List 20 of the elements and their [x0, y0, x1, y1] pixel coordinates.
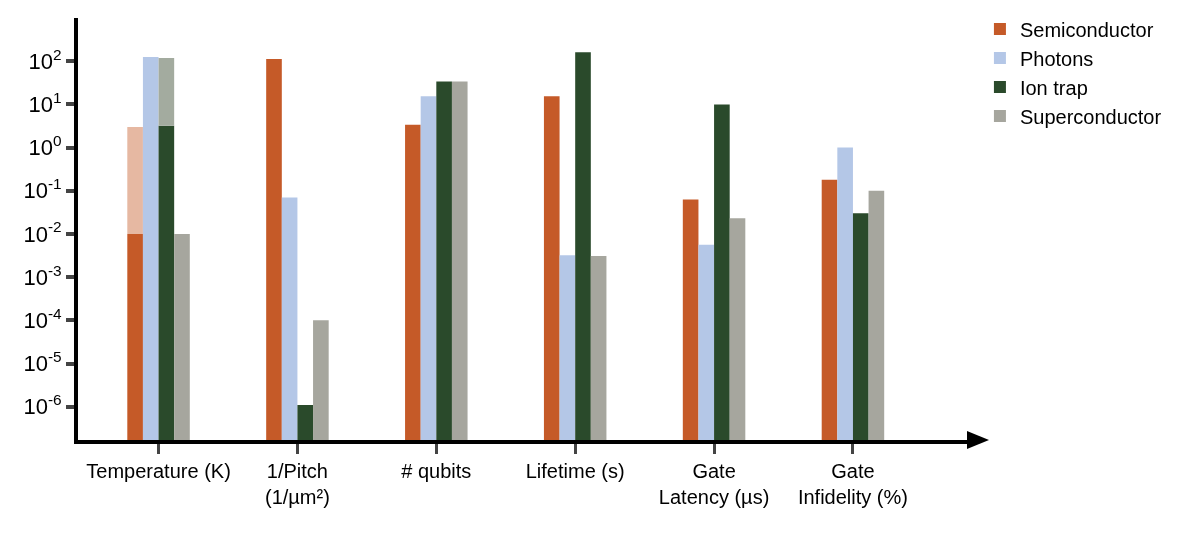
- y-tick-label: 10$^{-2}$: [23, 218, 62, 247]
- y-tick-label: 10$^{-3}$: [23, 261, 62, 290]
- legend-label: Superconductor: [1019, 105, 1162, 128]
- y-tick-label: 10$^{-4}$: [23, 304, 63, 334]
- y-tick-label: 10$^{-1}$: [23, 175, 62, 204]
- x-tick-label: # qubits: [401, 460, 472, 482]
- y-tick-label: 10$^{1}$: [28, 88, 62, 118]
- legend-label: Photons: [1019, 47, 1094, 70]
- bar: [158, 58, 175, 126]
- x-tick-label: Gate Infidelity (%): [797, 460, 908, 508]
- y-tick-label: 10$^{2}$: [28, 45, 62, 74]
- y-tick-label: 10$^{0}$: [28, 132, 62, 161]
- y-tick-label: 10$^{-6}$: [23, 391, 62, 420]
- legend-label: Semiconductor: [1019, 18, 1154, 41]
- x-tick-label: Temperature (K): [86, 460, 231, 482]
- x-tick-label: 1/Pitch (1/µm²): [265, 460, 330, 508]
- y-tick-label: 10$^{-5}$: [23, 348, 62, 377]
- x-tick-label: Gate Latency (µs): [658, 460, 770, 508]
- x-tick-label: Lifetime (s): [525, 460, 625, 482]
- legend-label: Ion trap: [1019, 76, 1088, 99]
